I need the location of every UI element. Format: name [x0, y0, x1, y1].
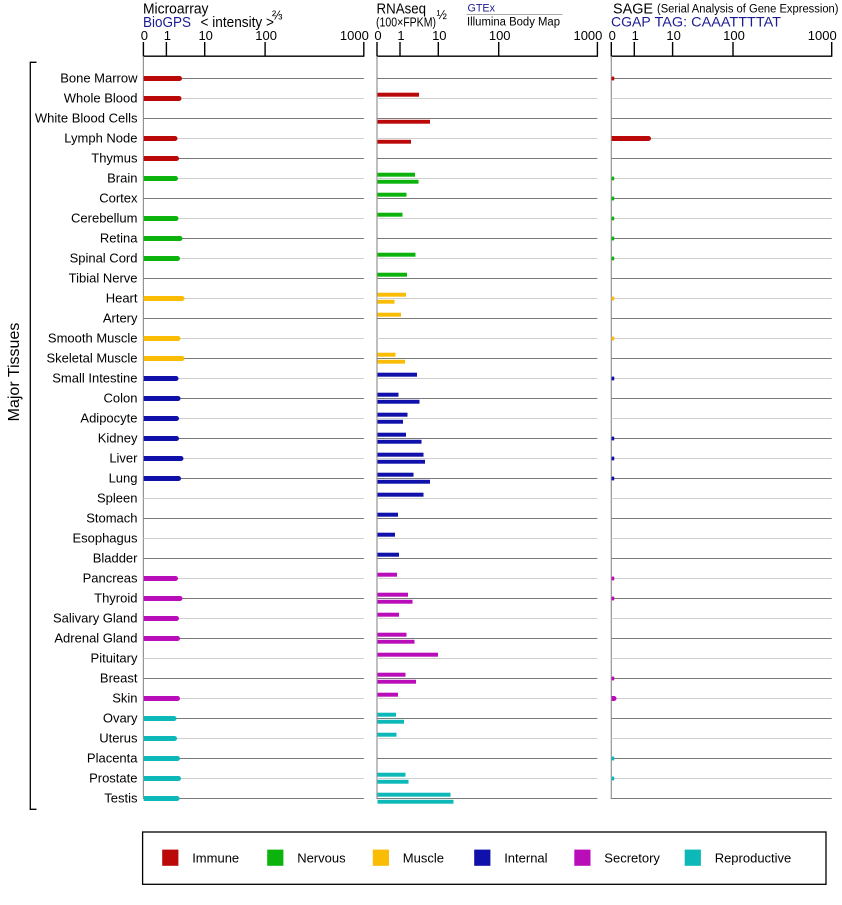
svg-text:Placenta: Placenta [87, 751, 138, 766]
svg-text:Breast: Breast [100, 671, 138, 686]
svg-text:Prostate: Prostate [89, 771, 137, 786]
svg-text:Adrenal Gland: Adrenal Gland [54, 631, 137, 646]
svg-text:Cerebellum: Cerebellum [71, 211, 137, 226]
svg-text:Small Intestine: Small Intestine [52, 371, 137, 386]
svg-text:Pituitary: Pituitary [91, 651, 138, 666]
svg-text:Secretory: Secretory [604, 851, 660, 866]
svg-text:Liver: Liver [109, 451, 138, 466]
svg-text:100: 100 [723, 28, 745, 43]
svg-text:Heart: Heart [106, 291, 138, 306]
svg-text:GTEx: GTEx [468, 2, 496, 14]
svg-text:RNAseq: RNAseq [377, 2, 427, 18]
svg-text:1000: 1000 [573, 28, 602, 43]
svg-text:Cortex: Cortex [99, 191, 138, 206]
svg-text:0: 0 [141, 28, 148, 43]
svg-text:Thymus: Thymus [91, 151, 138, 166]
svg-text:Bladder: Bladder [93, 551, 138, 566]
svg-text:Colon: Colon [104, 391, 138, 406]
svg-text:0: 0 [609, 28, 616, 43]
svg-text:0: 0 [374, 28, 381, 43]
svg-text:100: 100 [255, 28, 277, 43]
svg-text:1: 1 [632, 28, 639, 43]
svg-text:Reproductive: Reproductive [715, 851, 792, 866]
svg-text:Smooth Muscle: Smooth Muscle [48, 331, 138, 346]
svg-text:10: 10 [666, 28, 680, 43]
svg-text:CGAP: CGAP [611, 14, 651, 30]
svg-text:Pancreas: Pancreas [83, 571, 138, 586]
svg-text:Immune: Immune [192, 851, 239, 866]
svg-text:Salivary Gland: Salivary Gland [53, 611, 138, 626]
svg-text:Uterus: Uterus [99, 731, 138, 746]
svg-text:Spleen: Spleen [97, 491, 137, 506]
svg-text:Microarray: Microarray [143, 2, 209, 18]
svg-text:Tibial Nerve: Tibial Nerve [69, 271, 138, 286]
svg-text:Brain: Brain [107, 171, 137, 186]
svg-text:Skeletal Muscle: Skeletal Muscle [46, 351, 137, 366]
svg-text:Lung: Lung [109, 471, 138, 486]
svg-text:½: ½ [437, 8, 448, 22]
svg-text:White Blood Cells: White Blood Cells [35, 111, 138, 126]
svg-text:Artery: Artery [103, 311, 138, 326]
svg-text:Muscle: Muscle [403, 851, 444, 866]
svg-text:Spinal Cord: Spinal Cord [70, 251, 138, 266]
svg-text:< intensity >: < intensity > [201, 15, 275, 31]
svg-text:100: 100 [489, 28, 511, 43]
svg-text:1000: 1000 [340, 28, 369, 43]
svg-text:Adipocyte: Adipocyte [80, 411, 137, 426]
svg-text:Illumina Body Map: Illumina Body Map [467, 17, 560, 29]
svg-text:Skin: Skin [112, 691, 137, 706]
svg-text:BioGPS: BioGPS [143, 15, 191, 31]
svg-text:Whole Blood: Whole Blood [64, 91, 138, 106]
svg-text:10: 10 [198, 28, 212, 43]
svg-text:Testis: Testis [104, 791, 138, 806]
svg-text:Nervous: Nervous [297, 851, 346, 866]
svg-text:Retina: Retina [100, 231, 138, 246]
svg-text:Thyroid: Thyroid [94, 591, 137, 606]
svg-text:1: 1 [397, 28, 404, 43]
svg-text:Stomach: Stomach [86, 511, 137, 526]
svg-text:10: 10 [432, 28, 446, 43]
svg-text:Kidney: Kidney [98, 431, 138, 446]
svg-text:Internal: Internal [504, 851, 547, 866]
svg-text:TAG: CAAATTTTAT: TAG: CAAATTTTAT [655, 14, 782, 30]
svg-text:1: 1 [164, 28, 171, 43]
svg-text:Bone Marrow: Bone Marrow [60, 71, 138, 86]
svg-text:Ovary: Ovary [103, 711, 138, 726]
svg-text:Esophagus: Esophagus [72, 531, 138, 546]
svg-text:SAGE: SAGE [613, 2, 653, 18]
svg-text:Major Tissues: Major Tissues [6, 323, 23, 422]
svg-text:⅔: ⅔ [272, 9, 283, 23]
svg-text:1000: 1000 [808, 28, 837, 43]
svg-text:(Serial Analysis of Gene Expre: (Serial Analysis of Gene Expression) [657, 4, 839, 16]
svg-text:(100×FPKM): (100×FPKM) [376, 15, 436, 30]
svg-text:Lymph Node: Lymph Node [64, 131, 137, 146]
